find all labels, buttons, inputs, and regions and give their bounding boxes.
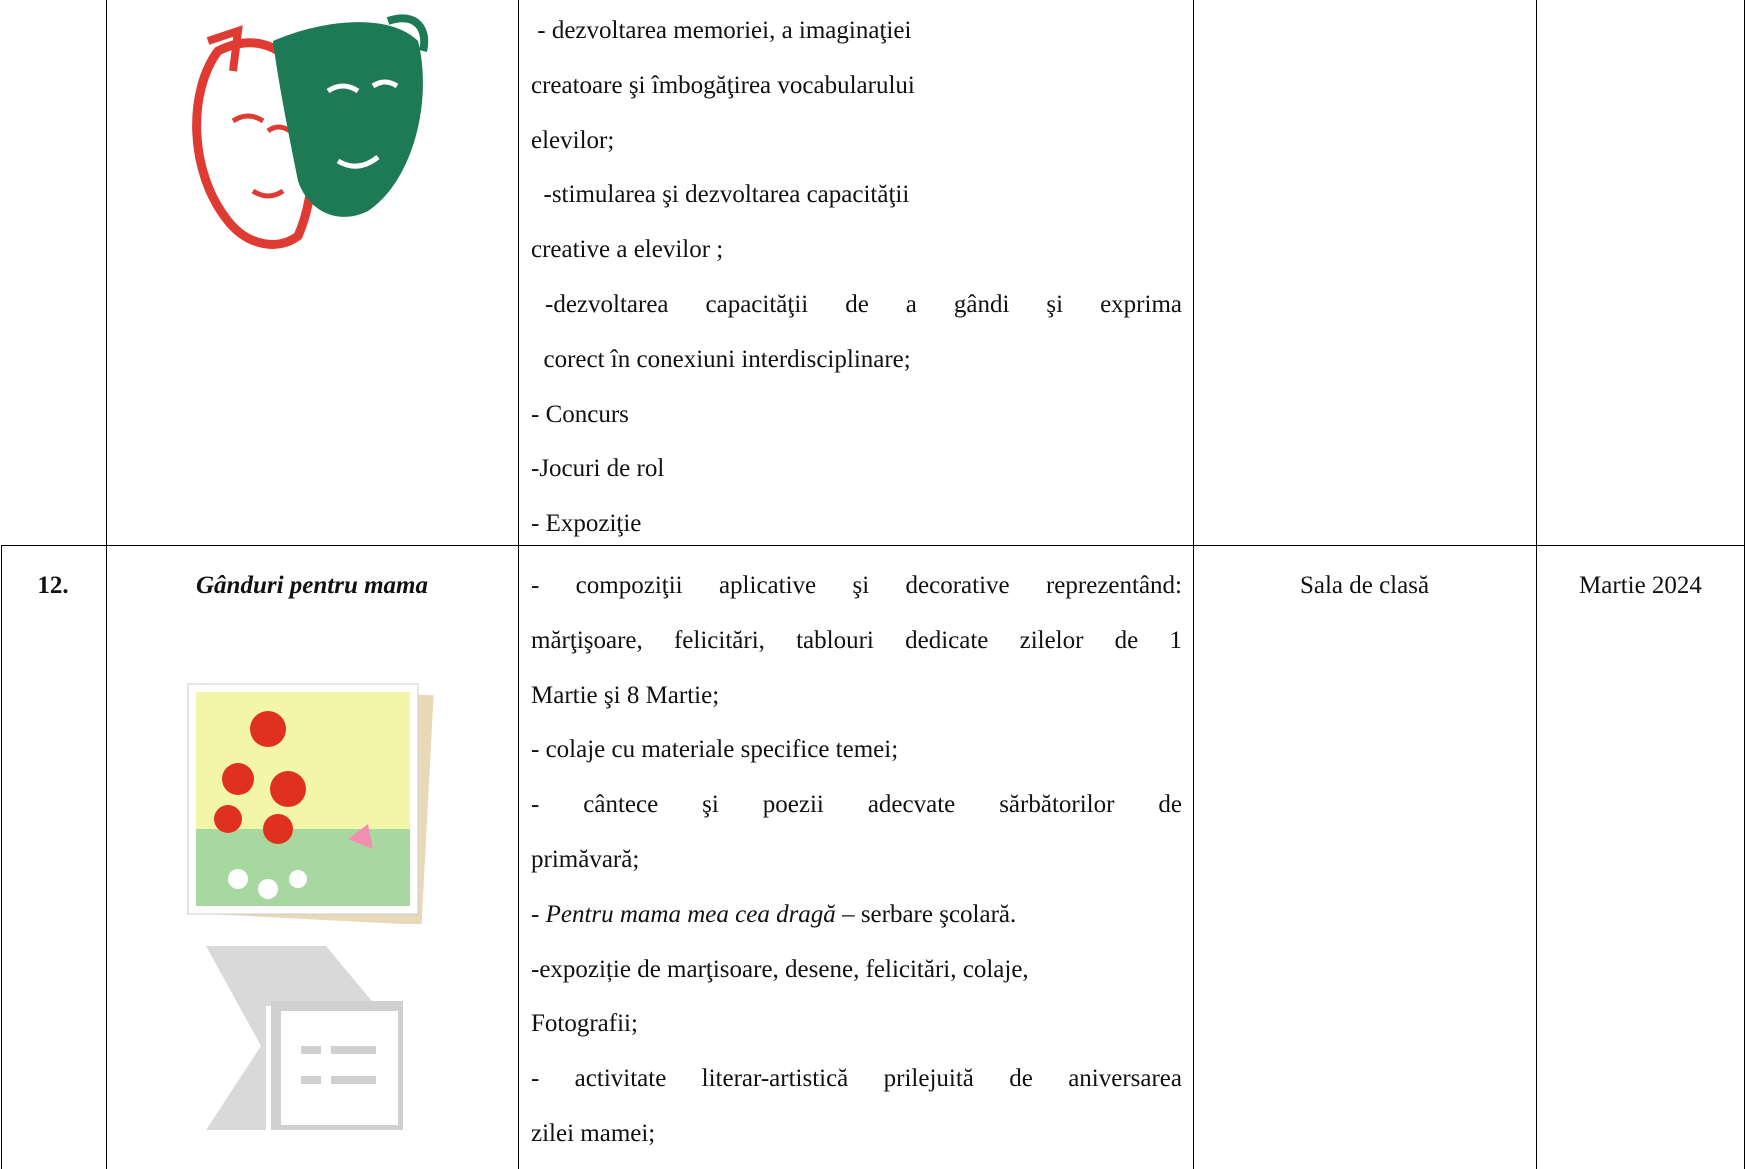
description-line: -stimularea şi dezvoltarea capacităţii xyxy=(531,181,910,209)
table-border xyxy=(1536,0,1537,1169)
description-line: creatoare şi îmbogăţirea vocabularului xyxy=(531,71,915,99)
row-number: 12. xyxy=(37,572,69,599)
theatre-masks-image xyxy=(192,14,429,249)
table-border xyxy=(1,545,2,1169)
line-italic: Pentru mama mea cea dragă xyxy=(545,900,836,928)
description-line: Fotografii; xyxy=(531,1010,638,1038)
description-line: - Pentru mama mea cea dragă – serbare şc… xyxy=(531,900,1182,930)
line-suffix: – serbare şcolară. xyxy=(835,900,1017,928)
description-line: -dezvoltarea capacităţii de a gândi şi e… xyxy=(545,291,1182,318)
location: Sala de clasă xyxy=(1299,572,1430,599)
description-line: Martie şi 8 Martie; xyxy=(531,681,720,709)
table-border xyxy=(518,0,519,1169)
description-line: -Jocuri de rol xyxy=(531,455,665,483)
line-prefix: - xyxy=(531,900,546,928)
description-line: - Expoziţie xyxy=(531,510,642,538)
date: Martie 2024 xyxy=(1579,572,1702,599)
description-line: mărţişoare, felicitări, tablouri dedicat… xyxy=(531,626,1182,654)
row-divider xyxy=(1,545,1745,546)
table-border xyxy=(106,0,107,1169)
table-border xyxy=(1193,0,1194,1169)
description-line: - Concurs xyxy=(531,400,629,428)
description-line: primăvară; xyxy=(531,846,640,873)
description-line: - dezvoltarea memoriei, a imaginaţiei xyxy=(531,17,912,44)
placeholder-icon xyxy=(206,946,403,1130)
description-line: elevilor; xyxy=(531,126,615,154)
activity-title: Gânduri pentru mama xyxy=(195,572,428,599)
description-line: -expoziție de marţisoare, desene, felici… xyxy=(531,955,1029,983)
description-line: - cântece şi poezii adecvate sărbătorilo… xyxy=(531,791,1182,819)
description-line: corect în conexiuni interdisciplinare; xyxy=(531,345,911,373)
description-line: - colaje cu materiale specifice temei; xyxy=(531,736,899,764)
description-line: zilei mamei; xyxy=(531,1120,656,1147)
card-image xyxy=(187,683,434,924)
description-line: - activitate literar-artistică prilejuit… xyxy=(531,1065,1182,1093)
description-line: creative a elevilor ; xyxy=(531,236,724,264)
description-line: - compoziţii aplicative şi decorative re… xyxy=(531,572,1182,599)
